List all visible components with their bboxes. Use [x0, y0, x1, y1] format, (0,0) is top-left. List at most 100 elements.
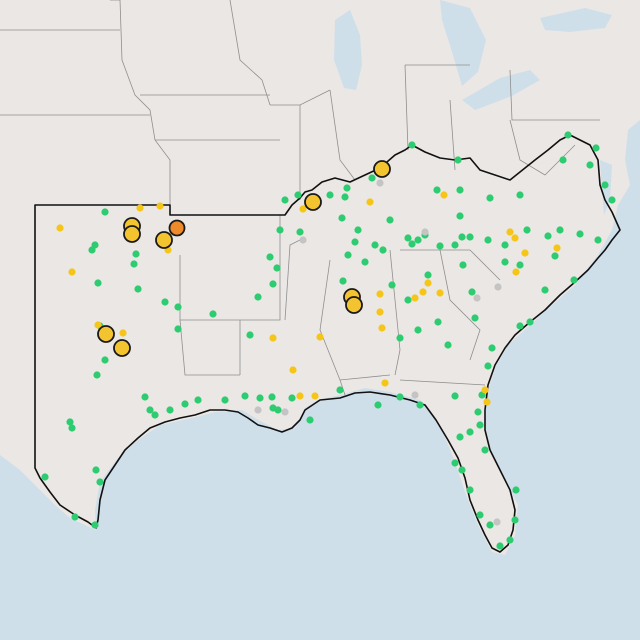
station-dot-green[interactable]: [592, 144, 600, 152]
station-dot-green[interactable]: [404, 296, 412, 304]
station-dot-yellow[interactable]: [419, 288, 427, 296]
station-dot-green[interactable]: [516, 261, 524, 269]
station-dot-yellow[interactable]: [296, 392, 304, 400]
station-dot-green[interactable]: [544, 232, 552, 240]
station-dot-green[interactable]: [466, 486, 474, 494]
station-dot-gray[interactable]: [494, 283, 502, 291]
station-dot-green[interactable]: [454, 156, 462, 164]
station-dot-gray[interactable]: [421, 228, 429, 236]
station-dot-green[interactable]: [511, 516, 519, 524]
station-dot-green[interactable]: [414, 326, 422, 334]
station-dot-green[interactable]: [379, 246, 387, 254]
station-dot-yellow[interactable]: [376, 308, 384, 316]
station-dot-green[interactable]: [486, 194, 494, 202]
station-dot-green[interactable]: [486, 521, 494, 529]
station-dot-green[interactable]: [246, 331, 254, 339]
station-dot-yellow[interactable]: [481, 386, 489, 394]
station-dot-yellow[interactable]: [289, 366, 297, 374]
station-dot-green[interactable]: [274, 406, 282, 414]
station-dot-green[interactable]: [41, 473, 49, 481]
station-dot-green[interactable]: [436, 242, 444, 250]
station-dot-green[interactable]: [424, 271, 432, 279]
station-dot-yellow[interactable]: [483, 398, 491, 406]
station-dot-yellow[interactable]: [269, 334, 277, 342]
station-dot-green[interactable]: [88, 246, 96, 254]
station-dot-yellow[interactable]: [366, 198, 374, 206]
station-dot-green[interactable]: [516, 191, 524, 199]
station-dot-green[interactable]: [66, 418, 74, 426]
station-dot-green[interactable]: [451, 392, 459, 400]
station-dot-green[interactable]: [456, 212, 464, 220]
station-dot-green[interactable]: [516, 322, 524, 330]
station-dot-green[interactable]: [146, 406, 154, 414]
highlight-marker-yellow[interactable]: [373, 160, 391, 178]
station-dot-green[interactable]: [556, 226, 564, 234]
station-dot-yellow[interactable]: [521, 249, 529, 257]
station-dot-green[interactable]: [471, 314, 479, 322]
station-dot-yellow[interactable]: [68, 268, 76, 276]
station-dot-green[interactable]: [541, 286, 549, 294]
station-dot-yellow[interactable]: [94, 321, 102, 329]
station-dot-green[interactable]: [386, 216, 394, 224]
station-dot-green[interactable]: [273, 264, 281, 272]
station-dot-green[interactable]: [501, 258, 509, 266]
station-dot-green[interactable]: [241, 392, 249, 400]
station-dot-green[interactable]: [576, 230, 584, 238]
station-dot-green[interactable]: [408, 141, 416, 149]
station-dot-green[interactable]: [488, 344, 496, 352]
station-dot-green[interactable]: [414, 236, 422, 244]
station-dot-green[interactable]: [132, 250, 140, 258]
station-dot-green[interactable]: [130, 260, 138, 268]
station-dot-green[interactable]: [174, 325, 182, 333]
station-dot-green[interactable]: [408, 240, 416, 248]
station-dot-green[interactable]: [161, 298, 169, 306]
station-dot-yellow[interactable]: [311, 392, 319, 400]
station-dot-green[interactable]: [416, 401, 424, 409]
station-dot-green[interactable]: [151, 411, 159, 419]
highlight-marker-yellow[interactable]: [304, 193, 322, 211]
station-dot-green[interactable]: [608, 196, 616, 204]
station-dot-green[interactable]: [294, 191, 302, 199]
highlight-marker-yellow[interactable]: [123, 225, 141, 243]
station-dot-green[interactable]: [512, 486, 520, 494]
station-dot-green[interactable]: [551, 252, 559, 260]
station-dot-green[interactable]: [276, 226, 284, 234]
station-dot-yellow[interactable]: [512, 268, 520, 276]
station-dot-green[interactable]: [96, 478, 104, 486]
station-dot-green[interactable]: [559, 156, 567, 164]
station-dot-green[interactable]: [351, 238, 359, 246]
station-dot-green[interactable]: [434, 318, 442, 326]
station-dot-green[interactable]: [68, 424, 76, 432]
station-dot-green[interactable]: [101, 208, 109, 216]
station-dot-yellow[interactable]: [511, 234, 519, 242]
station-dot-yellow[interactable]: [553, 244, 561, 252]
station-dot-yellow[interactable]: [424, 279, 432, 287]
station-dot-green[interactable]: [468, 288, 476, 296]
station-dot-green[interactable]: [338, 214, 346, 222]
highlight-marker-yellow[interactable]: [155, 231, 173, 249]
station-dot-green[interactable]: [451, 241, 459, 249]
station-dot-green[interactable]: [594, 236, 602, 244]
station-dot-green[interactable]: [601, 181, 609, 189]
station-dot-green[interactable]: [194, 396, 202, 404]
station-dot-green[interactable]: [221, 396, 229, 404]
station-dot-green[interactable]: [484, 236, 492, 244]
station-dot-green[interactable]: [174, 303, 182, 311]
station-dot-green[interactable]: [361, 258, 369, 266]
station-dot-green[interactable]: [396, 334, 404, 342]
station-dot-yellow[interactable]: [381, 379, 389, 387]
station-dot-yellow[interactable]: [136, 204, 144, 212]
station-dot-green[interactable]: [564, 131, 572, 139]
station-dot-green[interactable]: [501, 241, 509, 249]
station-dot-green[interactable]: [354, 226, 362, 234]
station-dot-green[interactable]: [94, 279, 102, 287]
station-dot-green[interactable]: [371, 241, 379, 249]
station-dot-green[interactable]: [404, 234, 412, 242]
station-dot-green[interactable]: [181, 400, 189, 408]
station-dot-green[interactable]: [458, 233, 466, 241]
station-dot-yellow[interactable]: [436, 289, 444, 297]
station-dot-yellow[interactable]: [119, 329, 127, 337]
station-dot-yellow[interactable]: [56, 224, 64, 232]
station-dot-yellow[interactable]: [376, 290, 384, 298]
